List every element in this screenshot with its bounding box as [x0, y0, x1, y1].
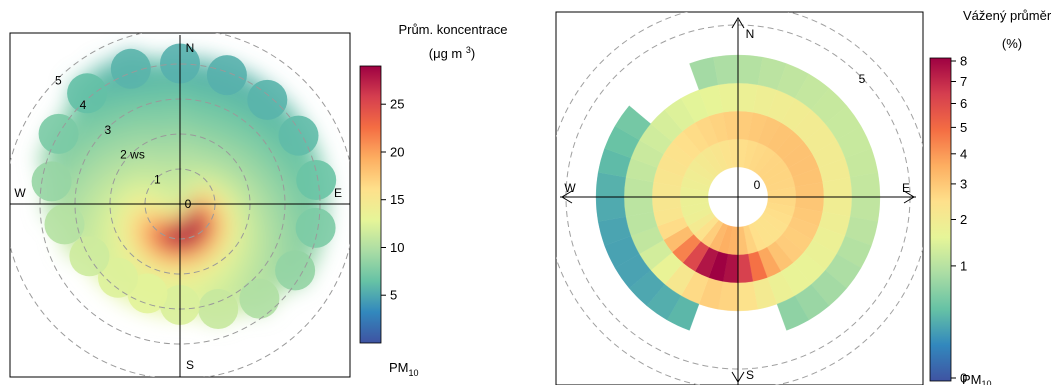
tick-label: 4	[960, 146, 967, 161]
tick-label: 2	[960, 212, 967, 227]
colorbar-ticks: 0 1 2 3 4 5 6 7 8 PM10	[951, 54, 992, 385]
colorbar-legend: Prům. koncentrace (μg m 3) 5 10 15 20 25 PM1…	[359, 22, 508, 378]
direction-axes	[10, 35, 350, 377]
legend-title: Vážený průměr	[963, 8, 1052, 23]
legend-footer: PM10	[389, 360, 419, 378]
tick-label: 5	[960, 120, 967, 135]
surface-edge-lobe	[98, 257, 138, 298]
tick-label: 8	[960, 54, 967, 69]
direction-label-s: S	[186, 358, 194, 372]
tick-label: 25	[390, 97, 404, 112]
ring-label-4: 4	[80, 98, 87, 112]
legend-units: (μg m 3)	[429, 45, 475, 61]
tick-label: 3	[960, 176, 967, 191]
annulus-cells	[595, 54, 881, 331]
colorbar-legend: Vážený průměr (%) 0 1 2 3 4 5 6 7 8 PM10	[929, 8, 1052, 385]
legend-footer-text: PM	[962, 372, 982, 385]
legend-units: (%)	[1002, 36, 1022, 51]
ring-label-1: 1	[154, 172, 161, 186]
direction-axes	[560, 17, 916, 385]
surface-edge-lobe	[31, 161, 72, 202]
surface-edge-lobe	[44, 204, 85, 245]
tick-label: 0	[960, 371, 967, 385]
direction-label-e: E	[334, 186, 342, 200]
ring-marker-label: 5	[859, 72, 866, 86]
ring-label-5: 5	[55, 73, 62, 87]
axis-labels: N E S W 1 2 ws 3 4 5 0	[14, 41, 342, 372]
colorbar	[359, 65, 382, 344]
tick-label: 10	[390, 240, 404, 255]
east-arrowhead	[903, 190, 915, 204]
direction-label-s: S	[746, 368, 754, 382]
direction-label-w: W	[14, 186, 26, 200]
annulus-cell	[614, 105, 651, 141]
surface-edge-lobe	[247, 79, 288, 120]
colorbar	[929, 57, 952, 382]
tick-label: 1	[960, 258, 967, 273]
surface-edge-lobe	[206, 55, 247, 96]
surface-edge-lobe	[110, 48, 151, 89]
surface-edge-lobe	[275, 250, 316, 291]
tick-label: 6	[960, 96, 967, 111]
south-arrowhead	[731, 371, 745, 383]
polar-plot-chart: N E S W 1 2 ws 3 4 5 0	[9, 32, 351, 378]
surface-edge-lobe	[278, 115, 319, 156]
surface-edge-lobe	[295, 207, 336, 248]
west-arrowhead	[561, 190, 573, 204]
direction-label-n: N	[186, 41, 195, 55]
ring-label-3: 3	[104, 123, 111, 137]
center-label: 0	[185, 197, 192, 211]
colorbar-ticks: 5 10 15 20 25	[381, 97, 404, 303]
legend-footer-sub: 10	[982, 379, 992, 385]
tick-label: 15	[390, 192, 404, 207]
direction-label-e: E	[902, 181, 910, 195]
axis-labels: N E S W 5 0	[564, 27, 910, 382]
direction-label-w: W	[564, 181, 576, 195]
surface-edge-lobe	[127, 273, 168, 314]
direction-label-n: N	[746, 27, 755, 41]
surface-edge-lobe	[67, 73, 108, 114]
north-arrowhead	[731, 17, 745, 29]
surface-edge-lobe	[239, 278, 280, 319]
legend-title: Prům. koncentrace	[398, 22, 507, 37]
tick-label: 7	[960, 74, 967, 89]
annulus-cell	[776, 295, 810, 331]
tick-label: 5	[390, 288, 397, 303]
polar-annulus-chart: N E S W 5 0	[555, 11, 924, 385]
surface-edge-lobe	[296, 160, 337, 200]
surface-edge-lobe	[198, 289, 239, 329]
ring-label-2: 2 ws	[120, 148, 145, 162]
legend-footer: PM10	[962, 372, 992, 385]
tick-label: 20	[390, 145, 404, 160]
center-label: 0	[754, 178, 761, 192]
